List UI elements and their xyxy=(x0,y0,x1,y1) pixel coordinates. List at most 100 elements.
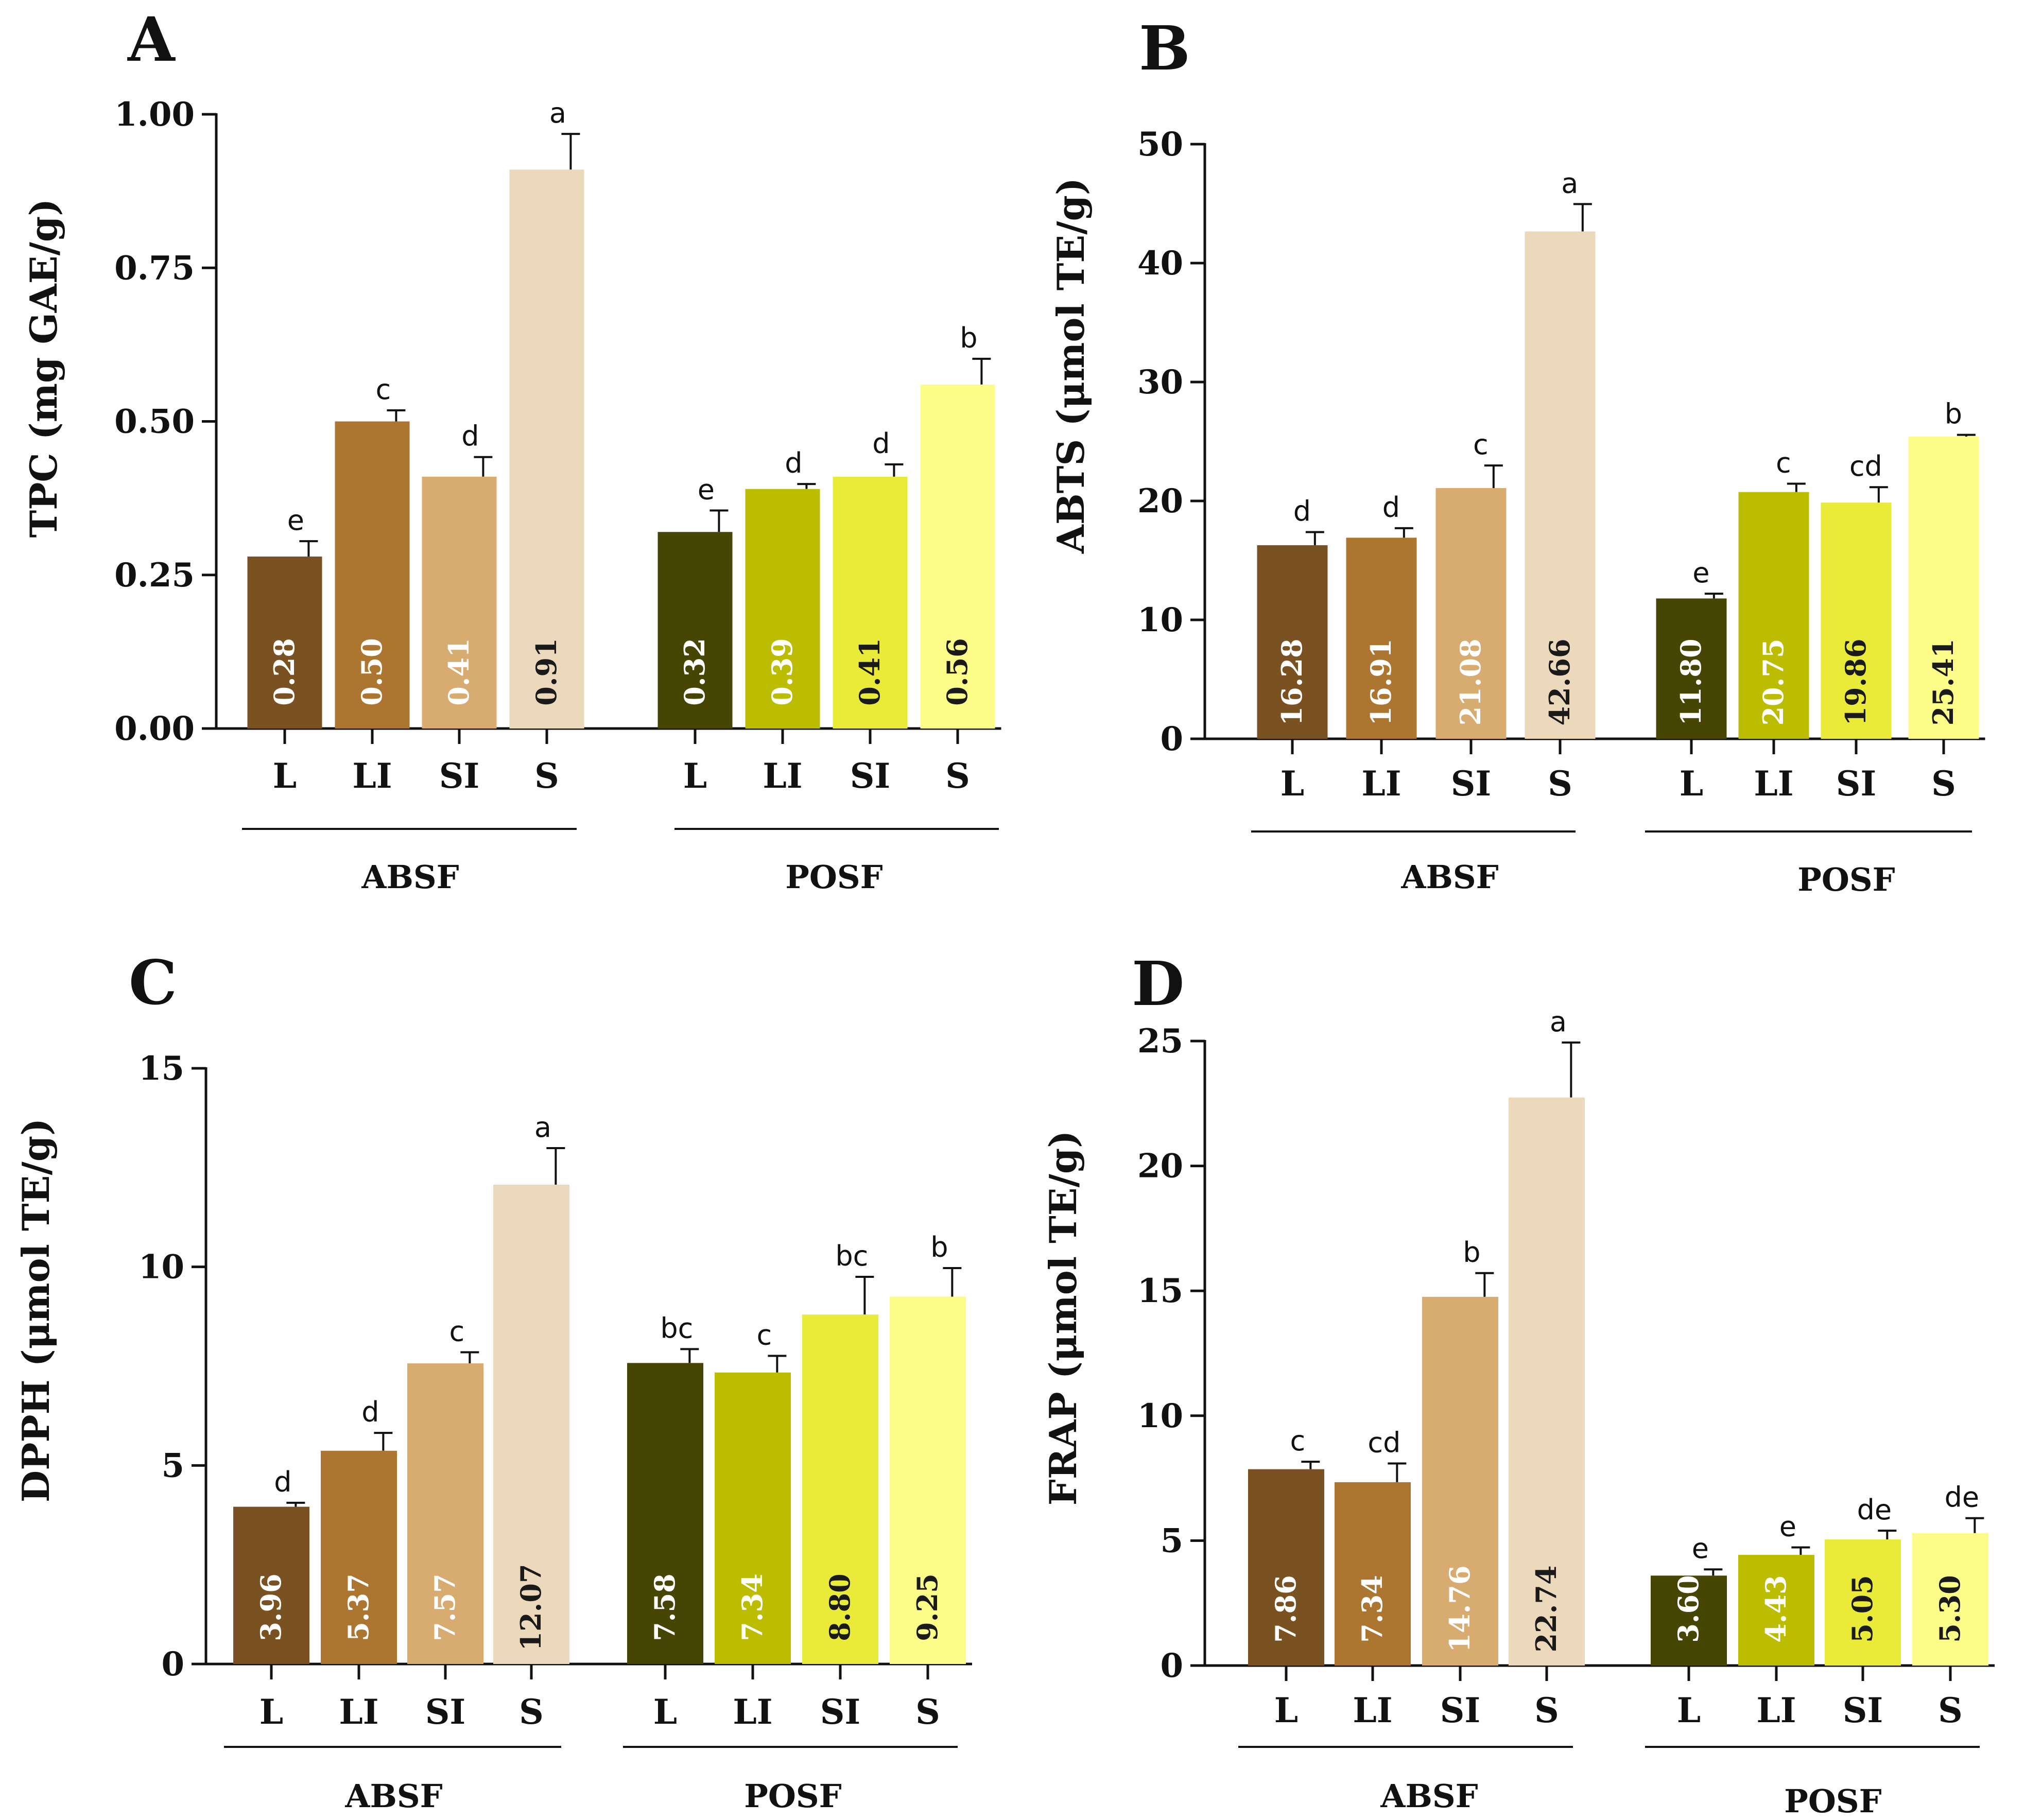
panel-c-absf-l-bar xyxy=(233,1506,309,1664)
panel-d-absf-s-value-label: 22.74 xyxy=(1530,1565,1563,1652)
panel-c-absf-s-value-label: 12.07 xyxy=(514,1564,547,1651)
panel-b-absf-si-bar xyxy=(1435,488,1507,739)
panel-c-absf-li-bar xyxy=(321,1450,397,1664)
panel-b-absf-li-bar xyxy=(1346,538,1417,739)
panel-c-posf-l-significance-letter: bc xyxy=(660,1312,693,1344)
panel-b-posf-si-significance-letter: cd xyxy=(1849,450,1882,482)
panel-a-absf-li-x-tick-label: LI xyxy=(352,756,392,796)
panel-b-absf-li-value-label: 16.91 xyxy=(1364,638,1397,725)
panel-c-posf-l-value-label: 7.58 xyxy=(648,1573,681,1641)
panel-d-posf-s-value-label: 5.30 xyxy=(1933,1575,1966,1643)
panel-b-absf-l-value-label: 16.28 xyxy=(1275,638,1308,725)
panel-d-absf-li-x-tick-label: LI xyxy=(1353,1690,1392,1730)
panel-d-absf-si-bar xyxy=(1422,1296,1498,1666)
panel-b-group-label-posf: POSF xyxy=(1797,861,1895,898)
panel-a-y-tick-label: 0.50 xyxy=(114,403,195,441)
panel-b-absf-s-significance-letter: a xyxy=(1561,167,1578,199)
panel-b-letter: B xyxy=(1139,12,1190,84)
panel-b-y-axis-label: ABTS (μmol TE/g) xyxy=(1049,178,1093,554)
panel-c-absf-li-value-label: 5.37 xyxy=(342,1573,375,1641)
panel-a-posf-s-value-label: 0.56 xyxy=(941,638,974,706)
panel-b-absf-l-significance-letter: d xyxy=(1293,495,1311,528)
panel-c-absf-s-significance-letter: a xyxy=(534,1111,551,1143)
panel-a-absf-l-significance-letter: e xyxy=(287,504,304,536)
panel-a-absf-s-bar xyxy=(509,169,584,729)
panel-d-posf-si-bar xyxy=(1825,1539,1901,1666)
panel-a: A 0.00 0.25 0.50 0.75 1.00 L LI SI S L LI SI S e 0.28… xyxy=(22,4,1001,896)
panel-a-y-tick-label: 0.00 xyxy=(114,709,195,748)
panel-d-group-label-posf: POSF xyxy=(1784,1782,1881,1820)
panel-b-posf-si-x-tick-label: SI xyxy=(1836,764,1877,804)
panel-c-posf-l-bar xyxy=(627,1363,703,1664)
panel-b-posf-si-value-label: 19.86 xyxy=(1839,638,1872,725)
panel-c-group-label-absf: ABSF xyxy=(344,1777,442,1815)
panel-d-posf-l-significance-letter: e xyxy=(1692,1532,1709,1565)
panel-b-posf-s-bar xyxy=(1908,437,1979,739)
panel-c-posf-s-significance-letter: b xyxy=(930,1231,948,1263)
panel-a-group-label-absf: ABSF xyxy=(361,858,459,896)
panel-c-absf-l-value-label: 3.96 xyxy=(254,1573,287,1641)
panel-a-absf-l-value-label: 0.28 xyxy=(268,638,301,706)
panel-d-posf-li-significance-letter: e xyxy=(1779,1511,1796,1543)
panel-d-group-label-absf: ABSF xyxy=(1380,1777,1478,1815)
panel-d-absf-l-x-tick-label: L xyxy=(1274,1690,1298,1730)
panel-a-posf-s-significance-letter: b xyxy=(960,322,977,354)
panel-d-posf-s-x-tick-label: S xyxy=(1938,1690,1963,1730)
panel-a-absf-l-bar xyxy=(247,556,322,729)
panel-b: B 0 10 20 30 40 50 L LI SI S L LI SI S d 16.28 d 16.91 c 2… xyxy=(1049,12,1985,898)
panel-d-posf-si-value-label: 5.05 xyxy=(1846,1575,1879,1643)
panel-d-absf-li-value-label: 7.34 xyxy=(1356,1575,1389,1643)
panel-d-posf-l-x-tick-label: L xyxy=(1677,1690,1701,1730)
panel-b-posf-li-bar xyxy=(1738,492,1809,739)
panel-d-y-tick-label: 20 xyxy=(1137,1147,1183,1186)
panel-c-posf-si-significance-letter: bc xyxy=(835,1240,868,1272)
panel-c-group-label-posf: POSF xyxy=(744,1777,841,1815)
panel-a-absf-li-value-label: 0.50 xyxy=(355,638,388,706)
panel-d-absf-li-significance-letter: cd xyxy=(1368,1426,1400,1459)
panel-b-absf-s-value-label: 42.66 xyxy=(1543,638,1576,725)
panel-a-absf-s-significance-letter: a xyxy=(549,97,566,129)
panel-d-y-tick-label: 10 xyxy=(1137,1397,1183,1435)
panel-d-posf-li-bar xyxy=(1738,1555,1814,1666)
panel-c-posf-si-x-tick-label: SI xyxy=(820,1692,861,1732)
panel-a-absf-li-significance-letter: c xyxy=(376,373,391,406)
panel-c-absf-l-significance-letter: d xyxy=(274,1466,291,1498)
panel-d-absf-l-value-label: 7.86 xyxy=(1269,1575,1302,1643)
panel-b-absf-s-bar xyxy=(1525,231,1596,739)
panel-a-posf-si-value-label: 0.41 xyxy=(853,638,886,706)
panel-b-posf-s-value-label: 25.41 xyxy=(1927,638,1960,725)
panel-b-y-tick-label: 40 xyxy=(1137,244,1183,283)
panel-d-absf-si-value-label: 14.76 xyxy=(1443,1565,1476,1652)
panel-b-absf-s-x-tick-label: S xyxy=(1548,764,1572,804)
panel-d-posf-li-x-tick-label: LI xyxy=(1756,1690,1796,1730)
panel-a-absf-s-x-tick-label: S xyxy=(534,756,559,796)
panel-a-group-label-posf: POSF xyxy=(785,858,882,896)
panel-a-posf-l-x-tick-label: L xyxy=(683,756,707,796)
panel-a-letter: A xyxy=(127,4,176,75)
panel-d-absf-s-bar xyxy=(1509,1097,1585,1666)
panel-b-posf-l-x-tick-label: L xyxy=(1680,764,1703,804)
panel-a-posf-li-significance-letter: d xyxy=(785,447,802,479)
panel-d-y-tick-label: 5 xyxy=(1160,1521,1183,1560)
panel-d-absf-si-significance-letter: b xyxy=(1463,1236,1480,1269)
panel-d-absf-si-x-tick-label: SI xyxy=(1440,1690,1481,1730)
panel-a-y-tick-label: 1.00 xyxy=(114,95,195,134)
panel-d-y-axis-label: FRAP (μmol TE/g) xyxy=(1041,1131,1085,1506)
panel-c-absf-l-x-tick-label: L xyxy=(259,1692,283,1732)
panel-b-posf-li-x-tick-label: LI xyxy=(1754,764,1793,804)
panel-d-posf-li-value-label: 4.43 xyxy=(1759,1575,1792,1643)
panel-c-posf-si-value-label: 8.80 xyxy=(823,1573,856,1641)
panel-d-absf-l-significance-letter: c xyxy=(1290,1425,1306,1457)
panel-b-posf-li-value-label: 20.75 xyxy=(1757,638,1790,725)
panel-b-group-label-absf: ABSF xyxy=(1400,858,1498,896)
panel-c-posf-li-value-label: 7.34 xyxy=(736,1573,769,1641)
panel-c-y-tick-label: 5 xyxy=(161,1446,184,1485)
panel-b-y-tick-label: 30 xyxy=(1137,363,1183,402)
panel-a-posf-li-bar xyxy=(745,489,820,729)
panel-b-absf-l-bar xyxy=(1257,545,1328,739)
panel-d-posf-l-bar xyxy=(1651,1575,1727,1666)
panel-a-posf-li-value-label: 0.39 xyxy=(766,638,799,706)
panel-c-y-tick-label: 10 xyxy=(139,1248,184,1287)
panel-a-posf-l-value-label: 0.32 xyxy=(678,638,711,706)
